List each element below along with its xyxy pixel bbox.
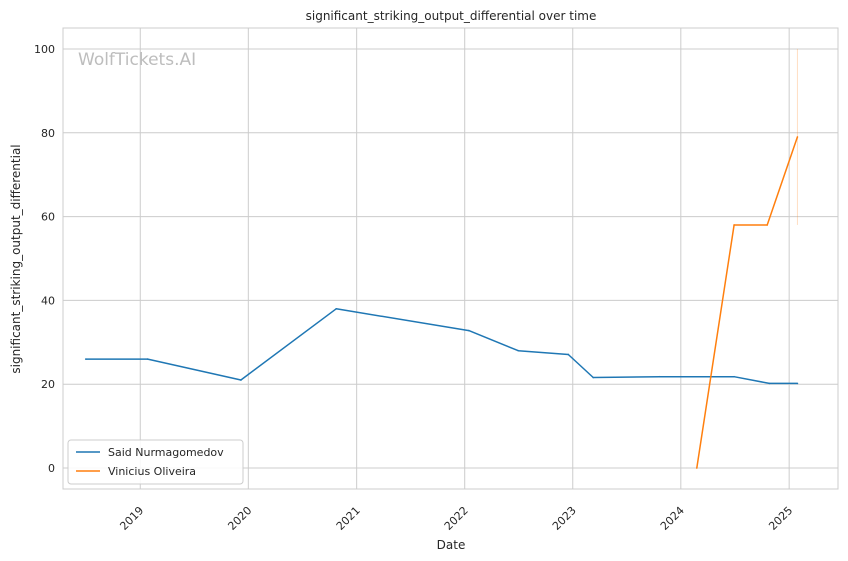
series-line (696, 136, 799, 469)
x-tick-label: 2022 (442, 504, 471, 533)
chart-title: significant_striking_output_differential… (306, 9, 597, 23)
y-tick-label: 0 (48, 462, 55, 475)
plot-area (62, 27, 839, 490)
data-point (240, 379, 242, 381)
data-point (517, 349, 520, 352)
data-point (766, 224, 769, 226)
x-tick-label: 2025 (766, 504, 795, 533)
legend-box (67, 439, 244, 485)
data-point (796, 136, 799, 138)
data-point (768, 382, 771, 385)
data-point (567, 353, 570, 356)
legend: Said Nurmagomedov Vinicius Oliveira (67, 439, 244, 485)
data-point (658, 375, 661, 378)
data-point (796, 382, 799, 385)
legend-label: Said Nurmagomedov (108, 446, 224, 459)
x-tick-label: 2019 (117, 504, 146, 533)
data-point (592, 376, 594, 379)
data-point (84, 358, 87, 360)
series-line (85, 308, 798, 385)
series-layer (84, 48, 799, 469)
data-point (695, 467, 698, 469)
x-tick-label: 2023 (550, 504, 579, 533)
data-point (468, 329, 470, 332)
y-tick-label: 20 (41, 378, 55, 391)
x-axis-title: Date (437, 538, 466, 552)
watermark: WolfTickets.AI (78, 50, 196, 70)
data-point (733, 375, 735, 378)
x-tick-label: 2020 (225, 504, 254, 533)
y-tick-label: 40 (41, 294, 55, 307)
grid-lines (63, 28, 838, 489)
x-tick-label: 2024 (658, 504, 687, 533)
y-axis-title: significant_striking_output_differential (9, 144, 23, 373)
y-tick-label: 100 (34, 43, 55, 56)
data-point (733, 224, 735, 226)
data-point (335, 307, 338, 310)
y-tick-label: 60 (41, 211, 55, 224)
x-tick-label: 2021 (334, 504, 363, 533)
y-tick-label: 80 (41, 127, 55, 140)
data-point (146, 358, 149, 360)
legend-label: Vinicius Oliveira (108, 465, 196, 478)
